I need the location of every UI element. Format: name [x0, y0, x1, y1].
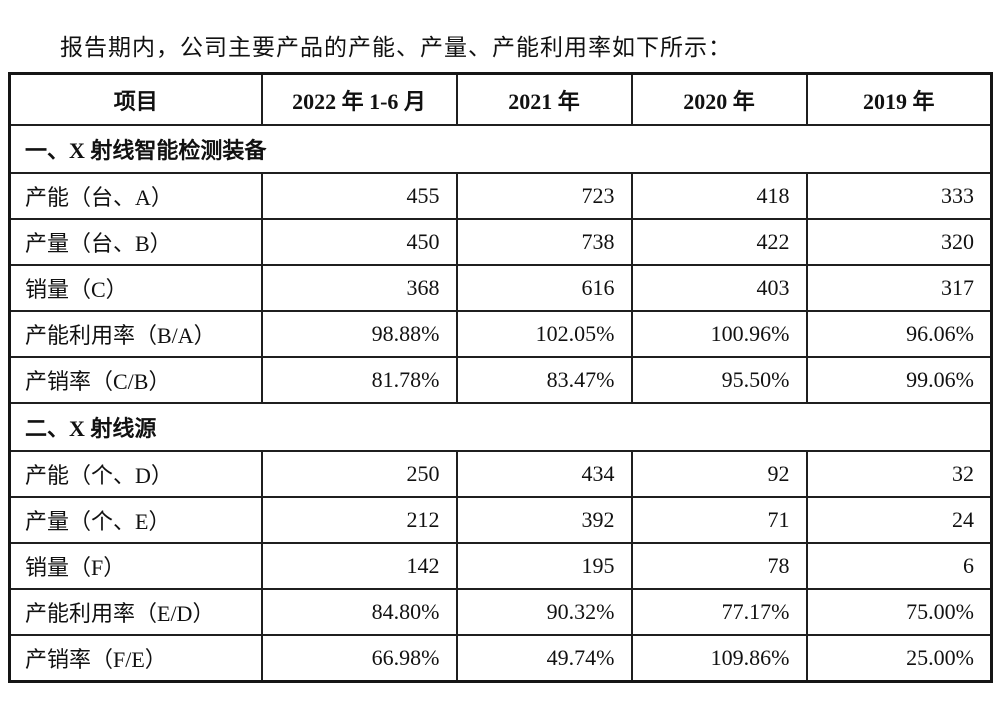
row-value: 195 — [455, 542, 633, 590]
table-body: 一、X 射线智能检测装备 产能（台、A） 455 723 418 333 产量（台、B） 45… — [8, 124, 993, 683]
row-label: 销量（C） — [8, 264, 263, 312]
row-label: 产能（台、A） — [8, 172, 263, 220]
row-value: 422 — [630, 218, 808, 266]
column-header-period: 2020 年 — [630, 72, 808, 126]
row-value: 333 — [805, 172, 993, 220]
row-value: 71 — [630, 496, 808, 544]
row-value: 25.00% — [805, 634, 993, 683]
column-header-period: 2021 年 — [455, 72, 633, 126]
row-value: 49.74% — [455, 634, 633, 683]
row-value: 455 — [260, 172, 458, 220]
section-row: 二、X 射线源 — [8, 402, 993, 452]
row-label: 产能利用率（E/D） — [8, 588, 263, 636]
table-row: 产销率（C/B） 81.78% 83.47% 95.50% 99.06% — [8, 356, 993, 404]
row-label: 产销率（C/B） — [8, 356, 263, 404]
row-value: 450 — [260, 218, 458, 266]
table-row: 产销率（F/E） 66.98% 49.74% 109.86% 25.00% — [8, 634, 993, 683]
row-value: 317 — [805, 264, 993, 312]
row-value: 250 — [260, 450, 458, 498]
row-value: 98.88% — [260, 310, 458, 358]
row-label: 产量（台、B） — [8, 218, 263, 266]
row-value: 83.47% — [455, 356, 633, 404]
row-value: 392 — [455, 496, 633, 544]
capacity-table: 项目 2022 年 1-6 月 2021 年 2020 年 2019 年 一、X 射线智… — [8, 72, 993, 683]
row-value: 403 — [630, 264, 808, 312]
row-value: 418 — [630, 172, 808, 220]
row-value: 738 — [455, 218, 633, 266]
column-header-item: 项目 — [8, 72, 263, 126]
row-value: 24 — [805, 496, 993, 544]
table-row: 销量（C） 368 616 403 317 — [8, 264, 993, 312]
row-value: 95.50% — [630, 356, 808, 404]
row-value: 84.80% — [260, 588, 458, 636]
row-value: 90.32% — [455, 588, 633, 636]
row-value: 78 — [630, 542, 808, 590]
row-value: 32 — [805, 450, 993, 498]
row-value: 6 — [805, 542, 993, 590]
row-value: 434 — [455, 450, 633, 498]
row-value: 320 — [805, 218, 993, 266]
row-value: 102.05% — [455, 310, 633, 358]
section-row: 一、X 射线智能检测装备 — [8, 124, 993, 174]
table-row: 产能利用率（E/D） 84.80% 90.32% 77.17% 75.00% — [8, 588, 993, 636]
row-value: 77.17% — [630, 588, 808, 636]
row-value: 66.98% — [260, 634, 458, 683]
row-label: 产销率（F/E） — [8, 634, 263, 683]
row-value: 368 — [260, 264, 458, 312]
row-label: 销量（F） — [8, 542, 263, 590]
table-row: 产量（台、B） 450 738 422 320 — [8, 218, 993, 266]
table-row: 产能利用率（B/A） 98.88% 102.05% 100.96% 96.06% — [8, 310, 993, 358]
row-label: 产能利用率（B/A） — [8, 310, 263, 358]
row-label: 产量（个、E） — [8, 496, 263, 544]
section-title: 一、X 射线智能检测装备 — [8, 124, 993, 174]
row-value: 75.00% — [805, 588, 993, 636]
row-value: 100.96% — [630, 310, 808, 358]
table-row: 产量（个、E） 212 392 71 24 — [8, 496, 993, 544]
table-row: 销量（F） 142 195 78 6 — [8, 542, 993, 590]
table-row: 产能（个、D） 250 434 92 32 — [8, 450, 993, 498]
row-value: 92 — [630, 450, 808, 498]
column-header-period: 2022 年 1-6 月 — [260, 72, 458, 126]
row-value: 723 — [455, 172, 633, 220]
table-header-row: 项目 2022 年 1-6 月 2021 年 2020 年 2019 年 — [8, 72, 993, 126]
section-title: 二、X 射线源 — [8, 402, 993, 452]
row-value: 109.86% — [630, 634, 808, 683]
row-value: 81.78% — [260, 356, 458, 404]
table-row: 产能（台、A） 455 723 418 333 — [8, 172, 993, 220]
row-label: 产能（个、D） — [8, 450, 263, 498]
row-value: 99.06% — [805, 356, 993, 404]
row-value: 616 — [455, 264, 633, 312]
row-value: 142 — [260, 542, 458, 590]
intro-paragraph: 报告期内，公司主要产品的产能、产量、产能利用率如下所示： — [60, 35, 732, 60]
row-value: 96.06% — [805, 310, 993, 358]
row-value: 212 — [260, 496, 458, 544]
column-header-period: 2019 年 — [805, 72, 993, 126]
